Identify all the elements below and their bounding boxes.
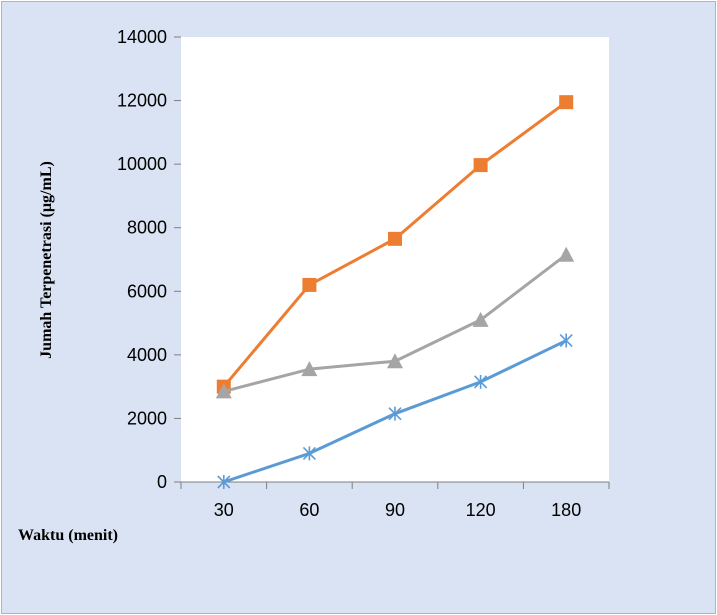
y-tick-label: 10000 <box>117 154 167 174</box>
x-tick-label: 180 <box>551 500 581 520</box>
data-point-triangle <box>387 353 403 369</box>
series-layer <box>215 95 575 489</box>
y-tick-label: 12000 <box>117 91 167 111</box>
x-tick-label: 90 <box>385 500 405 520</box>
x-tick-label: 60 <box>299 500 319 520</box>
y-tick-label: 0 <box>157 472 167 492</box>
y-tick-label: 4000 <box>127 345 167 365</box>
data-point-star <box>388 406 402 421</box>
data-point-square <box>473 158 488 173</box>
data-point-star <box>217 475 231 489</box>
data-point-square <box>302 277 317 292</box>
y-tick-label: 14000 <box>117 27 167 47</box>
data-point-triangle <box>472 311 489 327</box>
x-axis-ticks: 30 60 90 120 180 <box>180 482 610 520</box>
y-tick-label: 8000 <box>127 218 167 238</box>
data-point-star <box>474 374 488 389</box>
y-tick-label: 6000 <box>127 281 167 301</box>
data-point-triangle <box>215 383 232 399</box>
data-point-square <box>388 231 402 246</box>
y-tick-label: 2000 <box>127 408 167 428</box>
x-tick-label: 30 <box>214 500 234 520</box>
data-point-triangle <box>301 361 318 377</box>
data-point-star <box>302 446 316 461</box>
data-point-square <box>559 95 574 110</box>
y-axis-ticks: 0 2000 4000 6000 8000 10000 12000 14000 <box>117 27 181 492</box>
data-point-star <box>559 333 573 348</box>
x-tick-label: 120 <box>466 500 496 520</box>
data-point-triangle <box>558 246 575 262</box>
x-axis-label: Waktu (menit) <box>18 527 118 544</box>
y-axis-label: Jumah Terpenetrasi (µg/mL) <box>38 161 55 359</box>
